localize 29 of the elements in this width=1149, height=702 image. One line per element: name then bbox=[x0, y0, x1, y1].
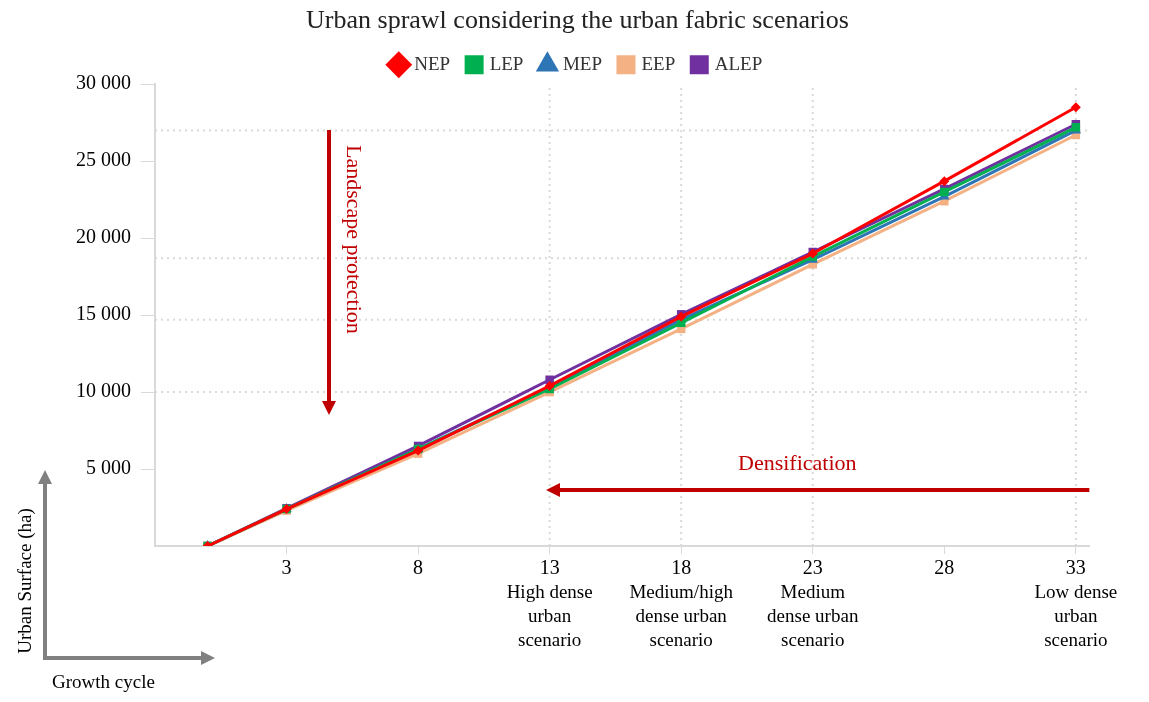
x-tick-label: 3 bbox=[281, 556, 292, 579]
text: Medium dense urban scenario bbox=[767, 581, 859, 651]
legend-label: LEP bbox=[489, 52, 524, 74]
point bbox=[1070, 102, 1081, 113]
point bbox=[939, 176, 950, 187]
x-tick-label: 8 bbox=[413, 556, 424, 579]
y-tick-label: 15 000 bbox=[76, 302, 131, 325]
legend-label: EEP bbox=[641, 52, 676, 74]
annotation: Landscape protection bbox=[340, 145, 367, 334]
x-axis-title: Growth cycle bbox=[52, 671, 155, 693]
y-tick-label: 10 000 bbox=[76, 379, 131, 402]
x-tick-label: 33 bbox=[1065, 556, 1086, 579]
chart-title: Urban sprawl considering the urban fabric scenarios bbox=[306, 5, 849, 35]
text: Low dense urban scenario bbox=[1034, 581, 1118, 651]
annotation: Densification bbox=[738, 450, 857, 476]
y-axis-title: Urban Surface (ha) bbox=[14, 507, 36, 656]
text: Medium/high dense urban scenario bbox=[629, 581, 734, 651]
x-tick-label: 18 bbox=[671, 556, 692, 579]
x-tick-label: 28 bbox=[934, 556, 955, 579]
x-tick-label: 13 bbox=[539, 556, 560, 579]
legend-label: NEP bbox=[414, 52, 451, 74]
y-tick-label: 5 000 bbox=[86, 456, 131, 479]
legend-label: MEP bbox=[562, 52, 602, 74]
text: High dense urban scenario bbox=[506, 581, 593, 651]
x-tick-label: 23 bbox=[802, 556, 823, 579]
legend-label: ALEP bbox=[714, 52, 763, 74]
y-tick-label: 25 000 bbox=[76, 148, 131, 171]
y-tick-label: 30 000 bbox=[76, 71, 131, 94]
y-tick-label: 20 000 bbox=[76, 225, 131, 248]
